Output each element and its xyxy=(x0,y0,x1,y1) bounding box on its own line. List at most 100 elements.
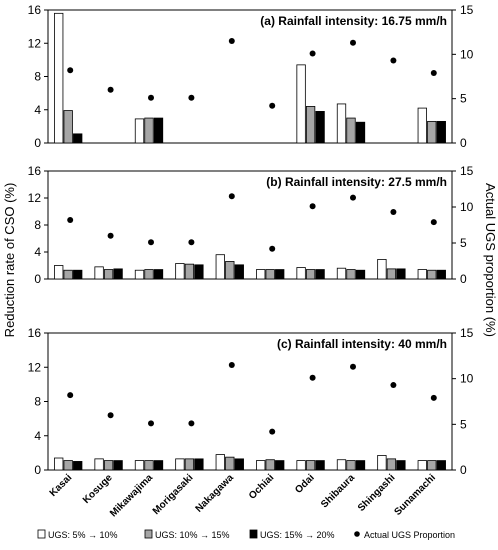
bar-series-2-nakagawa xyxy=(225,261,235,280)
ugs-proportion-point-mikawajima xyxy=(148,420,154,427)
bar-series-3-kasai xyxy=(73,133,83,144)
bar-series-3-kosuge xyxy=(113,460,123,471)
bar-series-2-kosuge xyxy=(103,460,114,471)
legend-label-1: UGS: 5% → 10% xyxy=(48,530,118,540)
category-label: Shibaura xyxy=(319,472,357,510)
y-left-tick-label: 12 xyxy=(28,191,42,205)
bar-series-3-mikawajima xyxy=(153,460,164,471)
ugs-proportion-point-ochiai xyxy=(269,102,276,109)
ugs-proportion-point-shibaura xyxy=(350,39,356,46)
y-right-tick-label: 10 xyxy=(460,47,474,61)
legend-swatch-3 xyxy=(249,529,258,539)
bar-series-1-sunamachi xyxy=(417,460,427,471)
panel-a: 0 4 8 12 16 0 5 10 15 (a) Rainfall intensity: 16.… xyxy=(28,3,474,150)
panel-title: (a) Rainfall intensity: 16.75 mm/h xyxy=(260,14,447,28)
ugs-proportion-point-sunamachi xyxy=(430,394,437,401)
ugs-proportion-point-kasai xyxy=(67,67,74,74)
y-axis-left-label: Reduction rate of CSO (%) xyxy=(2,183,17,338)
bar-series-2-shingashi xyxy=(386,268,397,280)
bar-series-3-sunamachi xyxy=(436,460,446,471)
bar-series-3-morigasaki xyxy=(194,264,204,280)
ugs-proportion-point-ochiai xyxy=(269,245,276,252)
y-right-tick-label: 5 xyxy=(460,236,467,250)
legend-label-2: UGS: 10% → 15% xyxy=(155,530,230,540)
bar-series-3-nakagawa xyxy=(234,264,244,280)
y-left-tick-label: 12 xyxy=(28,360,42,374)
y-right-tick-label: 5 xyxy=(460,417,467,431)
bar-series-1-nakagawa xyxy=(215,454,225,471)
bar-series-3-nakagawa xyxy=(234,458,244,471)
bar-series-1-morigasaki xyxy=(175,263,185,280)
bar-series-2-odai xyxy=(305,106,316,144)
ugs-proportion-point-shingashi xyxy=(390,57,397,64)
bar-series-2-morigasaki xyxy=(184,263,195,280)
bar-series-1-kosuge xyxy=(94,266,104,280)
ugs-proportion-point-nakagawa xyxy=(228,361,235,368)
ugs-proportion-point-shingashi xyxy=(390,209,397,216)
category-label: Shingashi xyxy=(356,472,398,514)
ugs-proportion-point-kosuge xyxy=(107,232,114,239)
bar-series-3-sunamachi xyxy=(436,120,446,144)
bar-series-3-odai xyxy=(315,269,325,280)
bar-series-3-shibaura xyxy=(355,121,366,144)
category-label: Kasai xyxy=(48,472,75,499)
category-label: Sunamachi xyxy=(392,472,438,518)
bar-series-1-nakagawa xyxy=(215,254,225,280)
y-right-tick-label: 15 xyxy=(460,164,474,178)
legend-label-4: Actual UGS Proportion xyxy=(364,530,455,540)
y-right-tick-label: 15 xyxy=(460,326,474,340)
bar-series-1-kasai xyxy=(54,12,64,144)
ugs-proportion-point-kasai xyxy=(67,392,74,399)
bar-series-2-sunamachi xyxy=(427,120,437,144)
panel-title: (c) Rainfall intensity: 40 mm/h xyxy=(277,337,447,351)
legend-swatch-1 xyxy=(37,529,46,539)
y-right-tick-label: 0 xyxy=(460,463,467,477)
legend-swatch-ugs-proportion xyxy=(354,531,360,537)
bar-series-1-shibaura xyxy=(336,267,347,280)
ugs-proportion-point-mikawajima xyxy=(148,94,154,101)
y-left-tick-label: 0 xyxy=(34,463,41,477)
bar-series-3-mikawajima xyxy=(153,117,164,144)
bar-series-1-mikawajima xyxy=(134,269,145,280)
ugs-proportion-point-kosuge xyxy=(107,412,114,419)
ugs-proportion-point-shibaura xyxy=(350,194,356,201)
panel-b: 0 4 8 12 16 0 5 10 15 (b) Rainfall intensity: 27.… xyxy=(28,164,474,286)
bar-series-1-kasai xyxy=(54,457,64,471)
bar-series-1-mikawajima xyxy=(134,460,145,471)
panel-title: (b) Rainfall intensity: 27.5 mm/h xyxy=(266,175,447,189)
bar-series-2-mikawajima xyxy=(144,117,154,144)
bar-series-3-shingashi xyxy=(396,460,406,471)
bar-series-3-kosuge xyxy=(113,268,123,280)
bar-series-2-shibaura xyxy=(346,117,356,144)
category-label: Ochiai xyxy=(247,472,277,502)
ugs-proportion-point-nakagawa xyxy=(228,193,235,200)
bar-series-2-shibaura xyxy=(346,269,356,280)
y-left-tick-label: 16 xyxy=(28,3,42,17)
bar-series-2-shingashi xyxy=(386,458,397,471)
ugs-proportion-point-shingashi xyxy=(390,382,397,389)
y-left-tick-label: 16 xyxy=(28,326,42,340)
bar-series-1-ochiai xyxy=(256,269,266,280)
bar-series-1-sunamachi xyxy=(417,107,427,144)
y-left-tick-label: 4 xyxy=(34,245,41,259)
bar-series-2-sunamachi xyxy=(427,269,437,280)
bar-series-2-ochiai xyxy=(265,269,275,280)
bar-series-3-shibaura xyxy=(355,269,366,280)
category-label: Odai xyxy=(293,472,317,496)
y-right-tick-label: 10 xyxy=(460,372,474,386)
bar-series-3-odai xyxy=(315,460,325,471)
bar-series-2-kasai xyxy=(63,460,73,471)
ugs-proportion-point-morigasaki xyxy=(188,420,195,427)
legend-label-3: UGS: 15% → 20% xyxy=(260,530,335,540)
category-label: Mikawajima xyxy=(108,472,155,519)
bar-series-3-kasai xyxy=(73,269,83,280)
y-right-tick-label: 0 xyxy=(460,272,467,286)
ugs-proportion-point-kosuge xyxy=(107,86,114,93)
ugs-proportion-point-sunamachi xyxy=(430,69,437,76)
y-axis-right-label: Actual UGS proportion (%) xyxy=(483,183,498,337)
bar-series-2-kasai xyxy=(63,269,73,280)
y-right-tick-label: 5 xyxy=(460,92,467,106)
ugs-proportion-point-morigasaki xyxy=(188,94,195,101)
bar-series-3-sunamachi xyxy=(436,269,446,280)
